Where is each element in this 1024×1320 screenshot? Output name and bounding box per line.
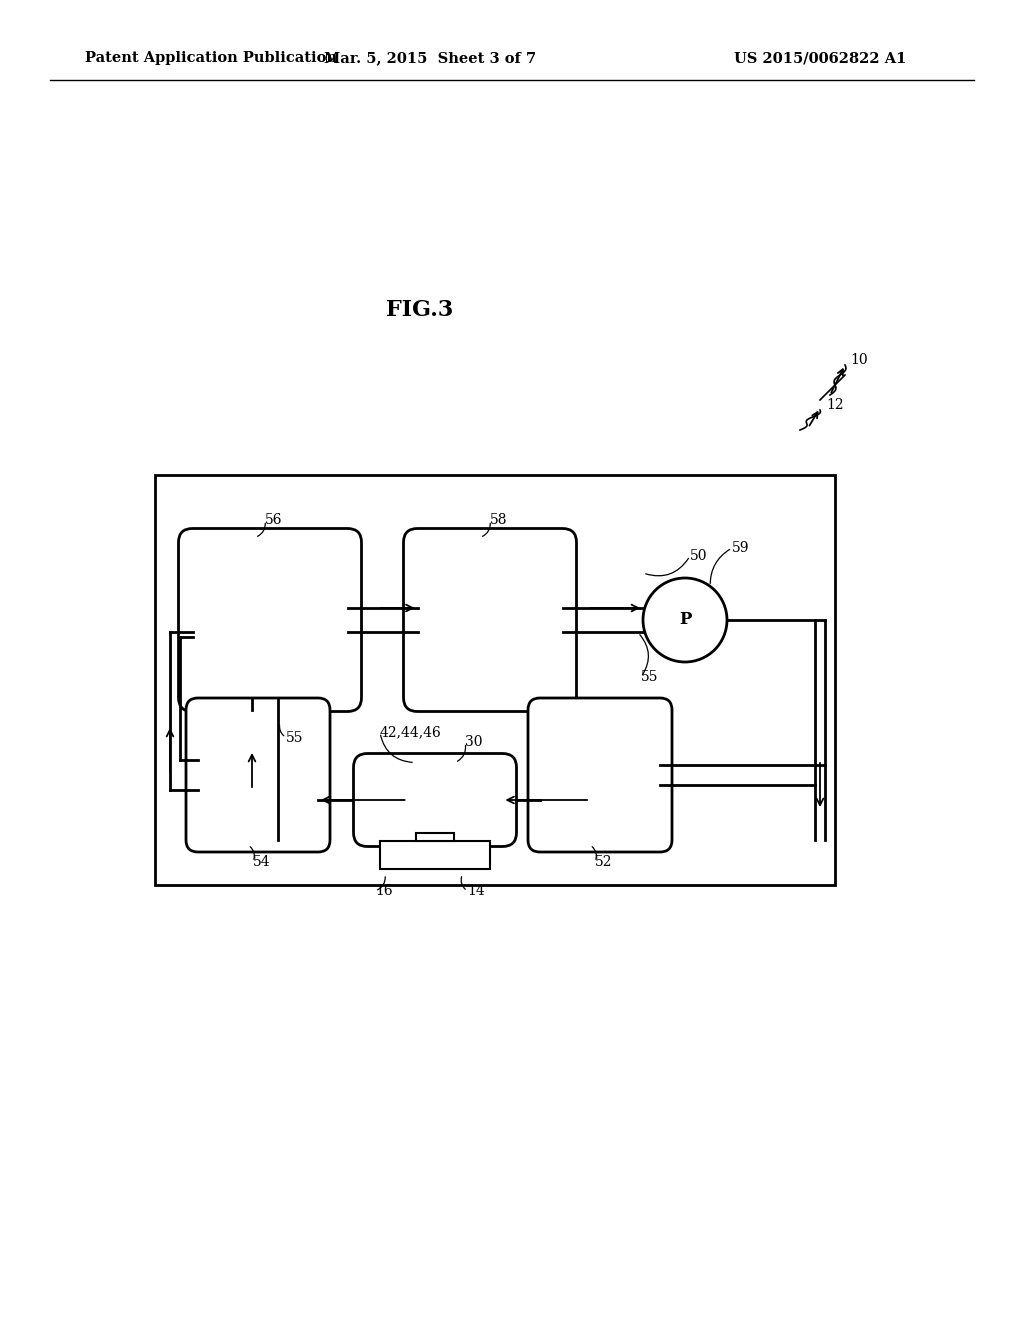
Text: US 2015/0062822 A1: US 2015/0062822 A1 bbox=[734, 51, 906, 65]
Text: 50: 50 bbox=[690, 549, 708, 564]
Bar bbox=[155, 475, 835, 884]
Text: 52: 52 bbox=[595, 855, 612, 869]
Circle shape bbox=[643, 578, 727, 663]
Text: 55: 55 bbox=[641, 671, 658, 684]
FancyBboxPatch shape bbox=[528, 698, 672, 851]
Text: Patent Application Publication: Patent Application Publication bbox=[85, 51, 337, 65]
Bar bbox=[416, 833, 455, 841]
Text: 58: 58 bbox=[490, 513, 508, 528]
Text: 16: 16 bbox=[375, 884, 392, 898]
Text: 12: 12 bbox=[826, 399, 844, 412]
Text: Mar. 5, 2015  Sheet 3 of 7: Mar. 5, 2015 Sheet 3 of 7 bbox=[324, 51, 536, 65]
Text: 10: 10 bbox=[850, 352, 867, 367]
Text: 30: 30 bbox=[465, 735, 482, 750]
Text: 59: 59 bbox=[732, 541, 750, 554]
FancyBboxPatch shape bbox=[186, 698, 330, 851]
FancyBboxPatch shape bbox=[403, 528, 577, 711]
Text: 54: 54 bbox=[253, 855, 270, 869]
Bar bbox=[380, 841, 490, 869]
Text: 42,44,46: 42,44,46 bbox=[380, 726, 441, 739]
Text: P: P bbox=[679, 611, 691, 628]
Text: 55: 55 bbox=[286, 730, 303, 744]
FancyBboxPatch shape bbox=[178, 528, 361, 711]
Text: FIG.3: FIG.3 bbox=[386, 300, 454, 321]
Text: 14: 14 bbox=[468, 884, 485, 898]
FancyBboxPatch shape bbox=[353, 754, 516, 846]
Text: 56: 56 bbox=[265, 513, 283, 528]
